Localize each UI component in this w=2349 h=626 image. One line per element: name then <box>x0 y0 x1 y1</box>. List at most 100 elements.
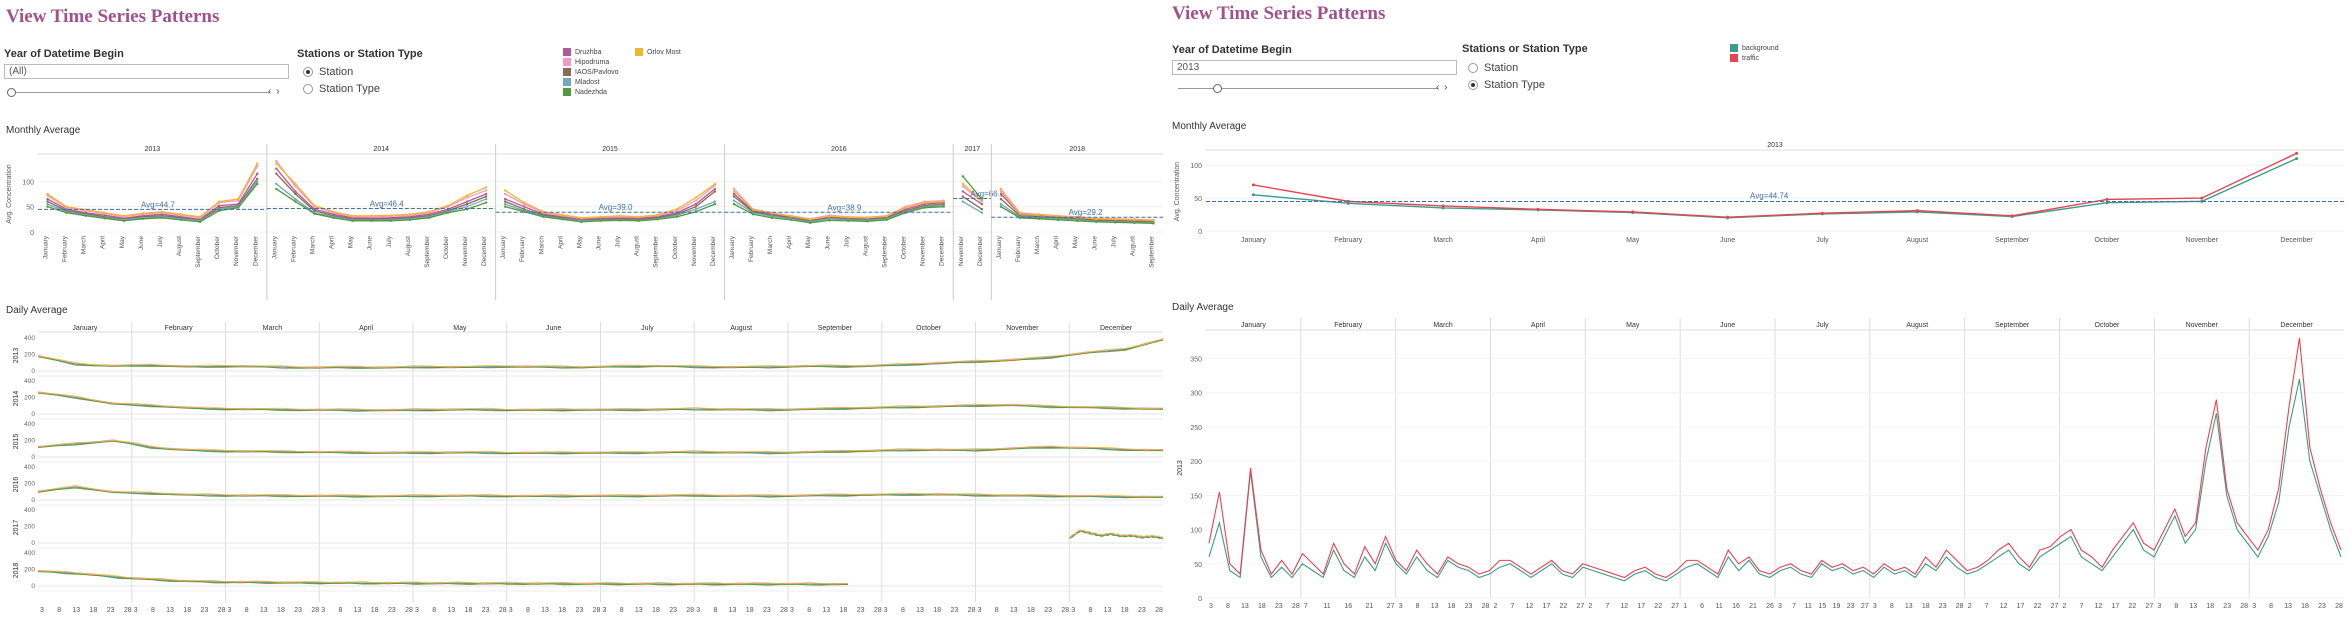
x-tick-label: December <box>939 235 946 266</box>
y-tick-label: 200 <box>24 524 35 531</box>
x-tick-label: 27 <box>1861 603 1869 610</box>
year-nav-arrows[interactable]: ‹ › <box>268 86 281 97</box>
x-tick-label: June <box>824 236 831 250</box>
x-tick-label: 8 <box>1088 607 1092 614</box>
x-tick-label: 6 <box>1700 603 1704 610</box>
data-point <box>1441 204 1445 208</box>
radio-station-button[interactable] <box>1468 63 1478 73</box>
year-nav-arrows[interactable]: ‹ › <box>1436 82 1449 93</box>
radio-station-type[interactable]: Station Type <box>303 83 380 95</box>
data-point <box>751 213 755 216</box>
x-tick-label: 18 <box>1121 607 1129 614</box>
x-tick-label: 13 <box>1905 603 1913 610</box>
x-tick-label: 18 <box>371 607 379 614</box>
year-slider-handle[interactable] <box>7 88 16 97</box>
data-point <box>141 212 145 215</box>
x-tick-label: 8 <box>432 607 436 614</box>
legend-item[interactable]: Hipodruma <box>563 58 609 66</box>
data-point <box>503 197 507 201</box>
year-slider-handle[interactable] <box>1213 84 1222 93</box>
month-header: May <box>1626 322 1640 329</box>
series-line <box>47 173 258 221</box>
y-tick-label: 200 <box>24 481 35 488</box>
legend-swatch <box>563 78 571 86</box>
radio-station-type-button[interactable] <box>303 84 313 94</box>
x-tick-label: August <box>405 236 412 256</box>
x-tick-label: 23 <box>950 607 958 614</box>
data-point <box>65 211 68 214</box>
series-line <box>1253 152 2297 218</box>
year-slider-track[interactable] <box>10 92 270 93</box>
daily-average-label: Daily Average <box>1172 302 1234 313</box>
x-tick-label: 2 <box>1968 603 1972 610</box>
data-point <box>2295 157 2299 161</box>
data-point <box>637 215 640 218</box>
year-slider-track[interactable] <box>1178 88 1438 89</box>
data-point <box>198 215 202 218</box>
x-tick-label: August <box>1129 236 1136 256</box>
x-tick-label: 28 <box>1956 603 1964 610</box>
data-point <box>370 219 373 223</box>
data-point <box>256 162 259 165</box>
legend-item[interactable]: traffic <box>1730 54 1759 62</box>
x-tick-label: May <box>1626 237 1640 244</box>
legend-item[interactable]: Nadezhda <box>563 88 607 96</box>
data-point <box>275 162 278 165</box>
x-tick-label: 3 <box>884 607 888 614</box>
data-point <box>1251 193 1255 197</box>
legend-item[interactable]: Druzhba <box>563 48 601 56</box>
series-line <box>1208 378 2342 582</box>
data-point <box>46 202 49 206</box>
y-tick-label: 400 <box>24 335 35 342</box>
data-point <box>1114 218 1117 221</box>
data-point <box>656 218 659 221</box>
data-point <box>961 195 964 198</box>
y-tick-label: 0 <box>30 230 34 237</box>
x-tick-label: January <box>1241 237 1266 244</box>
series-line <box>47 178 258 222</box>
series-line <box>275 183 487 221</box>
legend-item[interactable]: Orlov Most <box>635 48 681 56</box>
radio-station-type[interactable]: Station Type <box>1468 79 1545 91</box>
x-tick-label: July <box>1816 237 1829 244</box>
radio-station-button[interactable] <box>303 67 313 77</box>
data-point <box>484 192 488 196</box>
data-point <box>46 200 49 203</box>
x-tick-label: May <box>576 235 583 248</box>
data-point <box>1152 219 1155 222</box>
legend-item[interactable]: background <box>1730 44 1779 52</box>
radio-station-type-label: Station Type <box>319 83 380 95</box>
data-point <box>313 209 316 212</box>
data-point <box>809 218 812 221</box>
data-point <box>160 210 164 213</box>
data-point <box>999 197 1003 201</box>
data-point <box>332 210 335 213</box>
year-filter-dropdown[interactable]: 2013 <box>1172 60 1457 75</box>
series-line <box>504 184 716 219</box>
x-tick-label: January <box>996 235 1003 259</box>
data-point <box>618 219 621 222</box>
month-header: January <box>72 325 97 332</box>
year-filter-dropdown[interactable]: (All) <box>4 64 289 79</box>
y-tick-label: 50 <box>26 205 34 212</box>
month-header: November <box>2186 322 2219 329</box>
x-tick-label: 12 <box>1526 603 1534 610</box>
radio-station[interactable]: Station <box>303 66 353 78</box>
legend-item[interactable]: IAOS/Pavlovo <box>563 68 619 76</box>
x-tick-label: 28 <box>1155 607 1163 614</box>
radio-station-type-button[interactable] <box>1468 80 1478 90</box>
data-point <box>885 215 888 218</box>
legend-item[interactable]: Mladost <box>563 78 600 86</box>
y-tick-label: 200 <box>24 395 35 402</box>
x-tick-label: 18 <box>558 607 566 614</box>
x-tick-label: 21 <box>1366 603 1374 610</box>
radio-station[interactable]: Station <box>1468 62 1518 74</box>
data-point <box>1037 213 1041 216</box>
x-tick-label: December <box>710 235 717 266</box>
x-tick-label: 8 <box>2174 603 2178 610</box>
data-point <box>523 201 526 204</box>
x-tick-label: January <box>271 235 278 259</box>
legend-label: traffic <box>1742 54 1759 62</box>
data-point <box>580 220 583 224</box>
data-point <box>256 182 259 186</box>
